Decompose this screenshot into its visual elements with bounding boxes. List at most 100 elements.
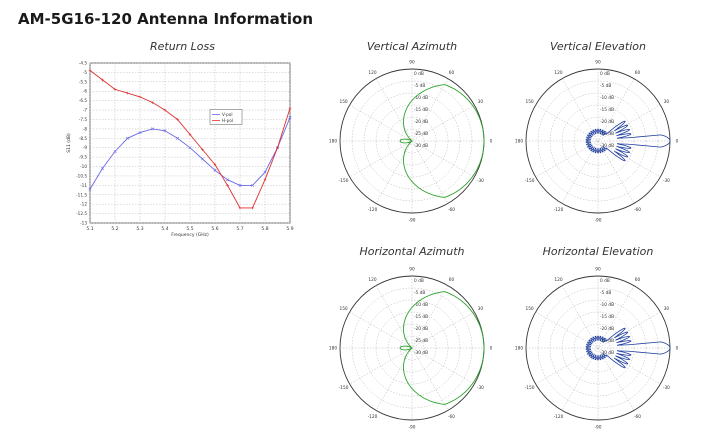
ring-label: -15 dB	[414, 314, 428, 320]
y-tick-label: -7.5	[79, 117, 88, 122]
angle-label: 120	[368, 277, 376, 283]
vertical-elevation-chart: 0 dB -5 dB -10 dB -15 dB -20 dB -25 dB -30 dB 0…	[515, 60, 679, 224]
data-point	[276, 146, 279, 150]
angle-label: -30	[663, 385, 670, 391]
y-tick-label: -7	[83, 108, 88, 113]
angle-label: -150	[339, 178, 349, 184]
radiation-pattern	[585, 120, 671, 162]
data-point	[251, 206, 254, 210]
horizontal-elevation-chart: 0 dB -5 dB -10 dB -15 dB -20 dB -25 dB -30 dB 0…	[515, 267, 679, 431]
x-tick-label: 5.1	[86, 226, 93, 232]
angle-label: 90	[409, 60, 415, 66]
ring-label: -20 dB	[414, 326, 428, 332]
ring-label: -20 dB	[600, 119, 614, 125]
data-point	[113, 88, 117, 91]
angle-label: -120	[368, 207, 378, 213]
angle-label: -120	[554, 207, 564, 213]
radiation-pattern	[399, 291, 485, 405]
data-point	[175, 136, 180, 140]
data-point	[88, 69, 92, 72]
angle-label: 120	[554, 70, 562, 76]
y-tick-label: -13	[80, 221, 87, 226]
angle-label: -90	[594, 218, 601, 224]
chart-title-horizontal-azimuth: Horizontal Azimuth	[359, 245, 465, 258]
angle-label: 90	[409, 267, 415, 273]
data-point	[226, 184, 229, 187]
angle-label: 60	[449, 70, 455, 76]
angle-label: 30	[664, 99, 670, 105]
ring-label: -25 dB	[414, 131, 428, 137]
angle-label: -60	[448, 207, 455, 213]
data-point	[188, 133, 192, 136]
ring-label: -10 dB	[600, 302, 614, 308]
ring-label: -30 dB	[414, 143, 428, 149]
polar-spoke	[535, 311, 661, 385]
y-tick-label: -10.5	[76, 173, 87, 178]
legend-label: V-pol	[222, 112, 233, 117]
return-loss-chart: 5.1 5.2 5.3 5.4 5.5 5.6 5.7 5.8 5.9 -4.5 -5 -5.5 -6 -…	[66, 61, 294, 239]
angle-label: 180	[329, 346, 337, 352]
ring-label: -25 dB	[600, 338, 614, 344]
angle-label: -60	[448, 414, 455, 420]
angle-label: 60	[635, 277, 641, 283]
angle-label: 150	[525, 99, 533, 105]
angle-label: -90	[408, 218, 415, 224]
y-tick-label: -6	[83, 89, 88, 94]
x-tick-label: 5.6	[211, 226, 218, 232]
y-axis-label: S11 (dB)	[66, 133, 72, 153]
y-tick-label: -6.5	[79, 98, 88, 103]
angle-label: 90	[595, 267, 601, 273]
chart-title-vertical-elevation: Vertical Elevation	[550, 40, 646, 53]
angle-label: -120	[368, 414, 378, 420]
data-point	[163, 108, 167, 112]
ring-label: -30 dB	[600, 143, 614, 149]
ring-label: 0 dB	[414, 278, 424, 284]
ring-label: 0 dB	[414, 71, 424, 77]
data-point	[113, 149, 117, 153]
data-point	[225, 178, 230, 182]
angle-label: 30	[664, 306, 670, 312]
data-point	[288, 106, 292, 110]
angle-label: 60	[449, 277, 455, 283]
radiation-pattern	[399, 84, 485, 198]
ring-label: -5 dB	[600, 290, 611, 296]
y-tick-label: -5	[83, 70, 88, 75]
y-tick-label: -11	[80, 183, 87, 188]
angle-label: -30	[663, 178, 670, 184]
data-point	[201, 148, 204, 151]
horizontal-azimuth-chart: 0 dB -5 dB -10 dB -15 dB -20 dB -25 dB -30 dB 0…	[329, 267, 493, 431]
ring-label: -25 dB	[414, 338, 428, 344]
chart-title-return-loss: Return Loss	[149, 40, 215, 53]
ring-label: -10 dB	[414, 95, 428, 101]
angle-label: -90	[408, 425, 415, 431]
x-tick-label: 5.2	[111, 226, 118, 232]
angle-label: 0	[676, 139, 679, 145]
angle-label: -60	[634, 207, 641, 213]
angle-label: 180	[329, 139, 337, 145]
y-tick-label: -9	[83, 145, 88, 150]
y-tick-label: -12	[80, 202, 87, 207]
data-point	[263, 170, 267, 174]
ring-label: -15 dB	[600, 107, 614, 113]
page-title: AM-5G16-120 Antenna Information	[18, 10, 314, 28]
ring-label: -20 dB	[414, 119, 428, 125]
x-tick-label: 5.4	[161, 226, 168, 232]
angle-label: -120	[554, 414, 564, 420]
x-tick-label: 5.7	[236, 226, 243, 232]
legend-label: H-pol	[222, 118, 233, 123]
ring-label: -30 dB	[414, 350, 428, 356]
ring-label: 0 dB	[600, 278, 610, 284]
data-point	[163, 129, 167, 133]
ring-label: -30 dB	[600, 350, 614, 356]
angle-label: 60	[635, 70, 641, 76]
ring-label: -10 dB	[414, 302, 428, 308]
ring-label: -10 dB	[600, 95, 614, 101]
angle-label: -30	[477, 178, 484, 184]
ring-label: 0 dB	[600, 71, 610, 77]
angle-label: 180	[515, 139, 523, 145]
angle-label: 120	[368, 70, 376, 76]
angle-label: -150	[525, 385, 535, 391]
angle-label: 120	[554, 277, 562, 283]
x-tick-label: 5.9	[286, 226, 293, 232]
angle-label: 180	[515, 346, 523, 352]
